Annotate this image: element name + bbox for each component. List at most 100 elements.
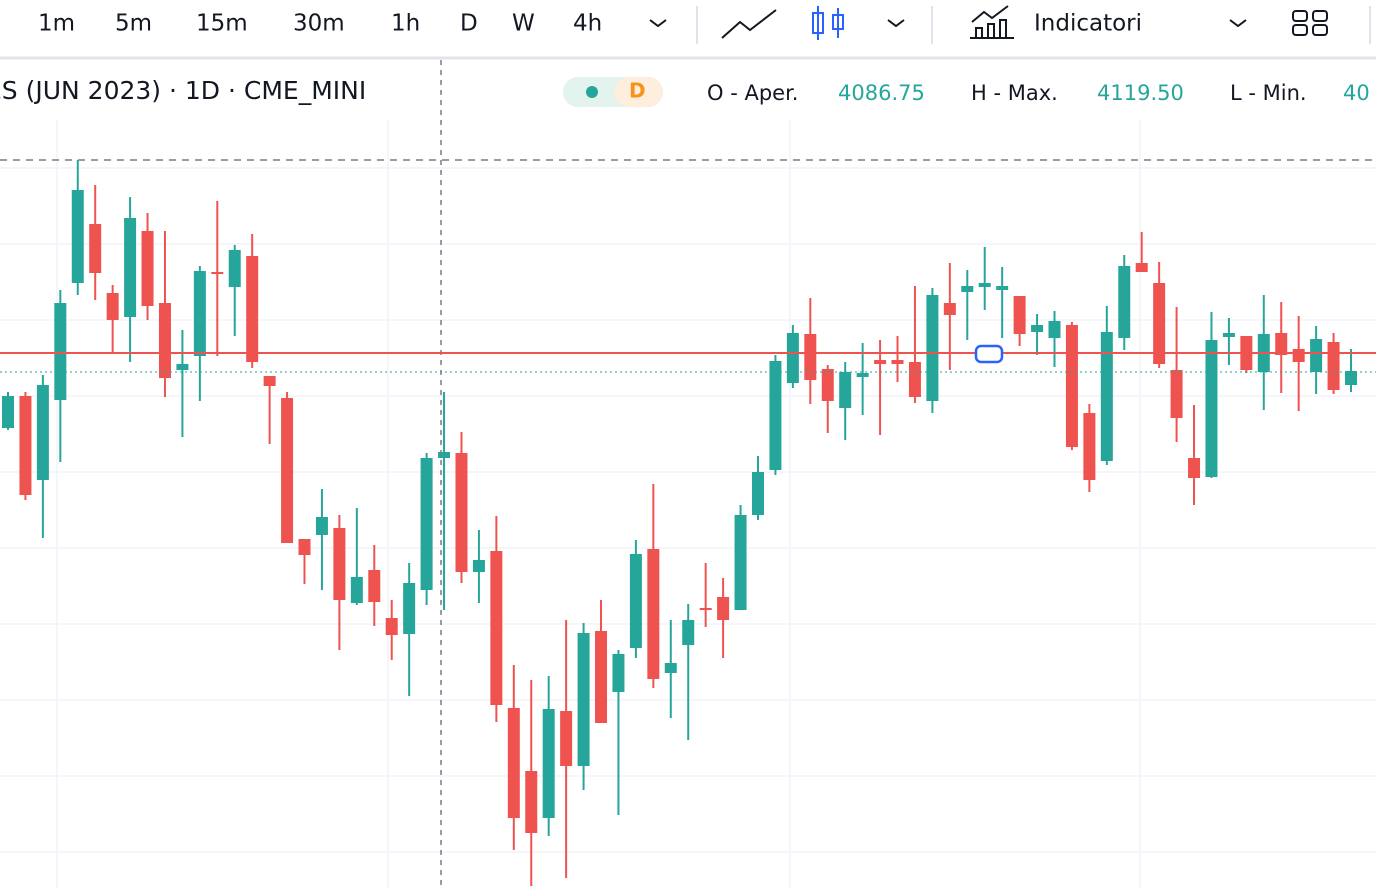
badge: D [629,79,646,103]
candle-body [281,398,294,543]
grid [0,120,1376,888]
candle-body [350,577,363,603]
candle-body [158,303,171,378]
candle-body [1118,266,1131,338]
candle-body [612,654,625,692]
candle-body [891,360,904,364]
interval-button[interactable]: 5m [115,11,152,37]
line-icon[interactable] [721,9,777,39]
candle-body [734,515,747,610]
candle-body [525,771,538,833]
interval-button[interactable]: 1h [391,11,420,37]
candle-body [664,663,677,673]
candle-body [1327,342,1340,390]
candle-body [908,362,921,397]
candle-body [36,385,49,480]
indicators-icon[interactable] [970,5,1014,39]
overlay [0,159,1376,373]
ohlc-value: 4086.75 [838,81,925,105]
intervals: 1m 5m 15m 30m 1h D W 4h [38,11,602,37]
candle-body [176,364,189,370]
candle-body [751,472,764,515]
candle-body [1083,413,1096,480]
candle-body [560,711,573,766]
candle-body [333,528,346,600]
candle-body [996,286,1009,290]
candle-body [1031,325,1044,332]
interval-button[interactable]: 4h [573,11,602,37]
candle-body [193,271,206,356]
candle-body [943,303,956,315]
candle-body [1100,332,1113,461]
candle-icon[interactable] [812,6,844,40]
layout-icon[interactable] [1292,10,1328,36]
candle-body [926,295,939,401]
interval-button[interactable]: W [512,11,535,37]
candle-body [455,453,468,572]
candle-body [874,360,887,364]
candle-body [786,333,799,383]
candle-body [1048,321,1061,338]
candle-body [804,334,817,380]
candle-body [1065,325,1078,447]
candle-body [1345,371,1357,385]
candle-body [1188,458,1201,478]
toolbar [0,0,1376,58]
interval-button[interactable]: 15m [196,11,248,37]
candle-body [542,709,555,818]
candle-body [961,286,974,292]
ohlc: O - Aper. 4086.75 H - Max. 4119.50 L - Min. 4… [707,81,1370,105]
candle-body [769,361,782,470]
candle-body [298,539,311,555]
candle-body [263,376,276,386]
candle-body [1292,349,1305,362]
candle-body [1222,333,1235,337]
candle-body [839,372,852,408]
candle-body [1310,339,1323,372]
chevron[interactable] [1229,19,1247,28]
indicators-button[interactable]: Indicatori [1034,11,1142,37]
candle-body [1153,283,1166,364]
candle-body [1275,333,1288,355]
candle-body [507,708,520,818]
candle-body [315,517,328,535]
ohlc-value: 40 [1343,81,1370,105]
candle-body [420,458,433,590]
candle-body [89,224,102,273]
ohlc-value: 4119.50 [1097,81,1184,105]
candle-body [438,452,451,458]
candle-body [211,272,224,274]
candle-body [106,293,119,320]
candle-body [124,218,137,317]
chevron[interactable] [887,19,905,28]
candles [2,160,1357,886]
candle-body [682,620,695,645]
candle-body [54,303,67,400]
interval-button[interactable]: 1m [38,11,75,37]
candle-body [978,283,991,287]
candle-body [19,396,32,495]
candle-body [647,549,660,679]
symbol: ES (JUN 2023) · 1D · CME_MINI [0,76,366,105]
candle-body [856,373,869,377]
interval-button[interactable]: 30m [293,11,345,37]
marker[interactable] [974,344,1004,364]
candle-body [368,570,381,602]
ohlc-label: H - Max. [971,81,1058,105]
candle-body [1170,370,1183,418]
chevron[interactable] [649,19,667,28]
candle-body [141,231,154,306]
candle-body [246,256,259,362]
candle-body [1135,263,1148,272]
candle-body [717,597,730,620]
interval-button[interactable]: D [460,11,478,37]
candle-body [490,551,503,705]
candle-body [385,618,398,635]
candle-body [472,560,485,572]
candle-body [577,633,590,766]
candle-body [595,631,608,723]
candle-body [1013,296,1026,334]
candle-body [699,608,712,610]
